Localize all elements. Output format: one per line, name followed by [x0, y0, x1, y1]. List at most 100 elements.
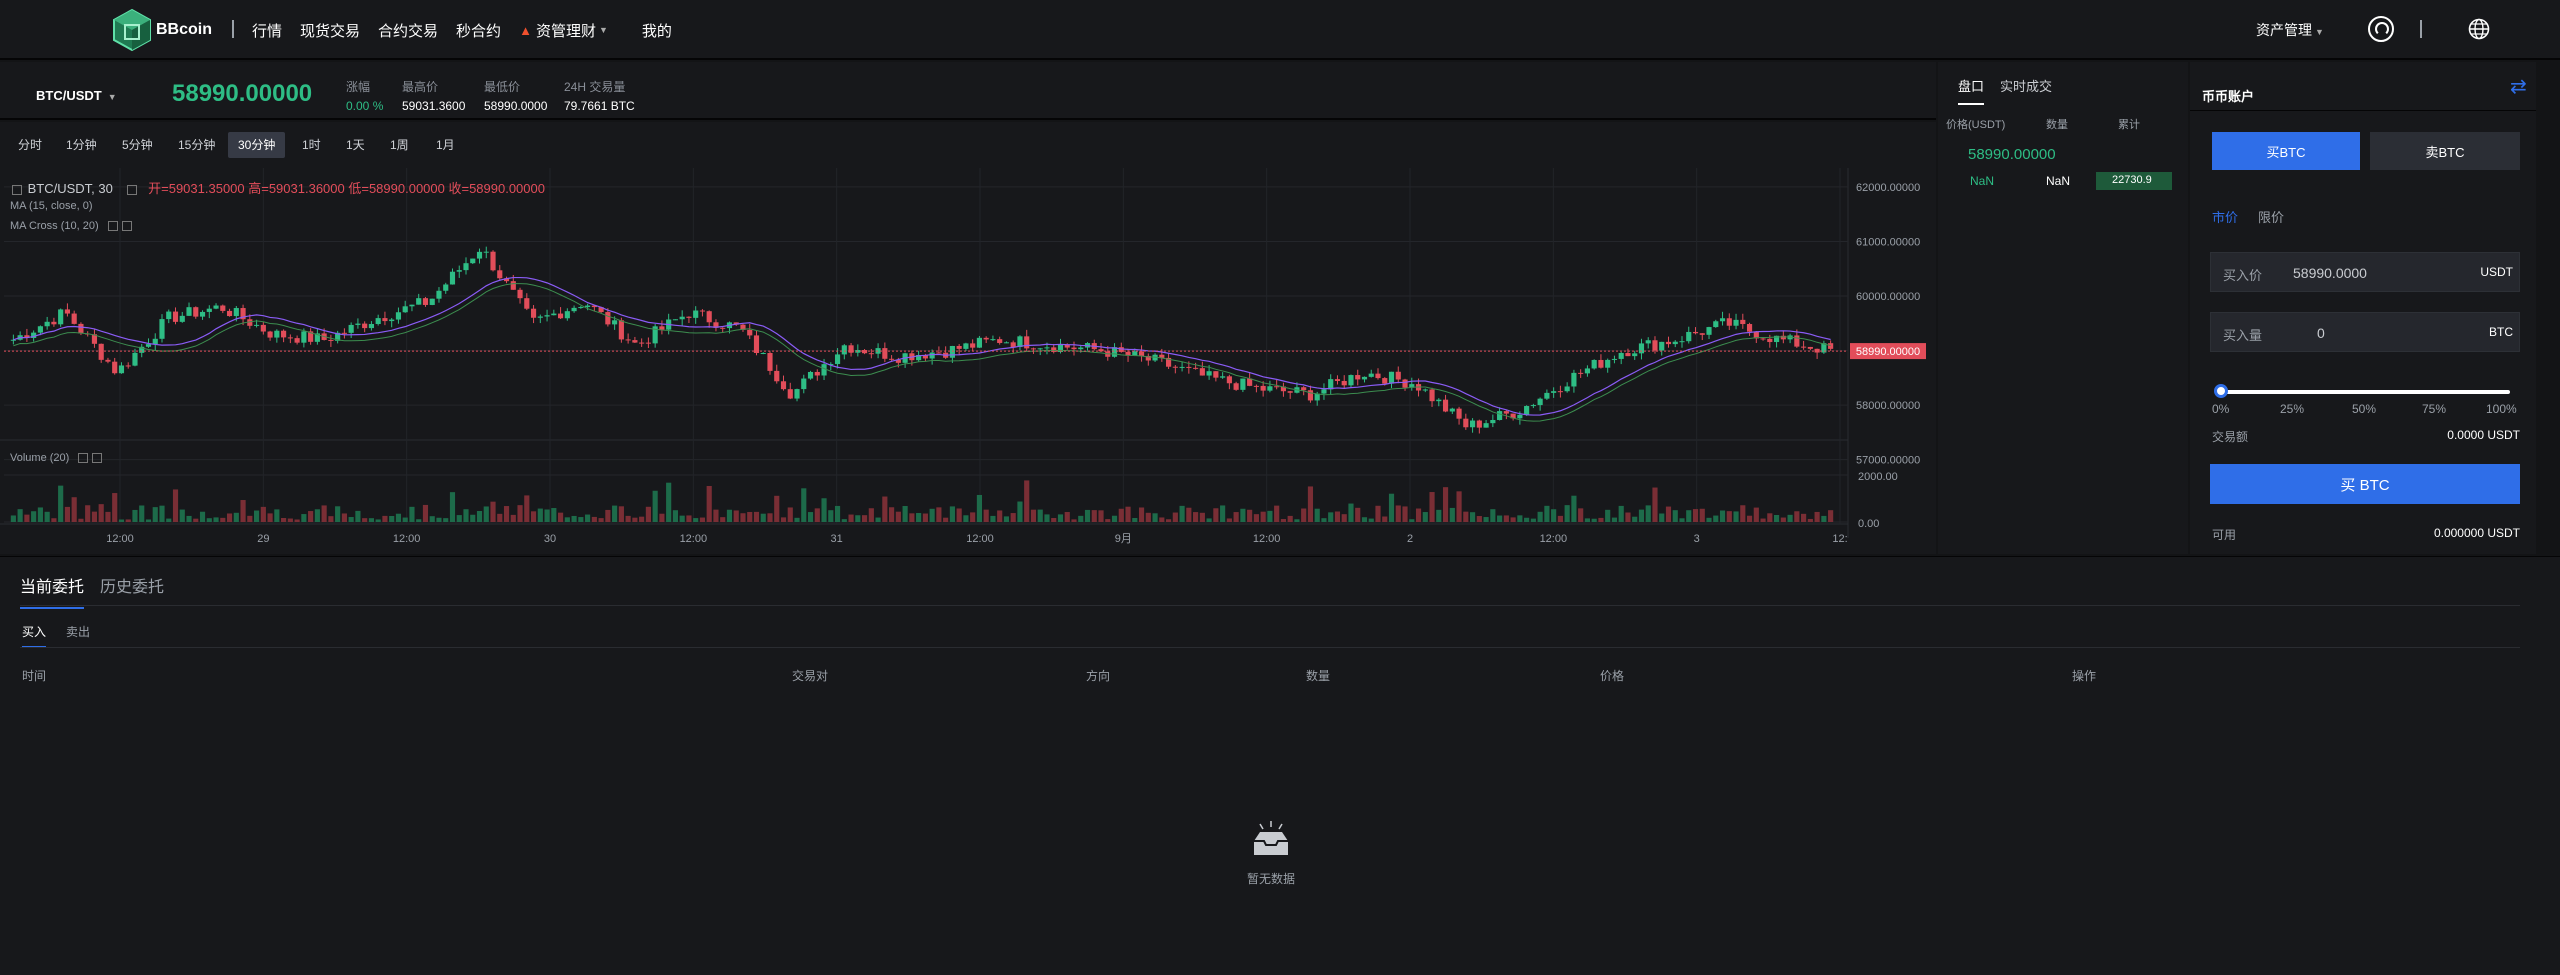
- slider-tick[interactable]: 75%: [2422, 402, 2447, 416]
- interval-tab[interactable]: 1分钟: [66, 138, 97, 152]
- volume-bar: [1003, 516, 1010, 522]
- volume-bar: [328, 516, 334, 522]
- candle: [1118, 347, 1124, 352]
- candle: [963, 343, 969, 349]
- candle: [1733, 319, 1739, 326]
- candle: [1625, 353, 1631, 357]
- chart-canvas[interactable]: 62000.0000061000.0000060000.0000059000.0…: [0, 168, 1936, 554]
- tab-sell-orders[interactable]: 卖出: [66, 625, 91, 639]
- logo[interactable]: BBcoin: [112, 8, 212, 52]
- asset-management-menu[interactable]: 资产管理 ▼: [2256, 20, 2324, 40]
- close-icon[interactable]: [121, 221, 132, 232]
- volume-bar: [436, 517, 442, 522]
- collapse-icon[interactable]: [12, 184, 22, 195]
- volume-bar: [1314, 508, 1320, 522]
- empty-inbox-icon: [1254, 821, 1288, 855]
- tab-buy-orders[interactable]: 买入: [22, 623, 47, 648]
- tab-recent-trades[interactable]: 实时成交: [2000, 79, 2053, 94]
- volume-bar: [1307, 486, 1314, 522]
- volume-bar: [1415, 508, 1422, 522]
- nav-spot-trading[interactable]: 现货交易: [300, 22, 361, 40]
- volume-bar: [909, 513, 915, 522]
- volume-bar: [112, 493, 118, 522]
- volume-bar: [125, 519, 131, 522]
- volume-bar: [1111, 515, 1118, 522]
- interval-tab-active[interactable]: 30分钟: [228, 132, 286, 158]
- candle: [693, 310, 699, 318]
- volume-bar: [1037, 509, 1043, 522]
- main-menu: 行情 现货交易 合约交易 秒合约 ▲ 资管理财 ▼ 我的: [252, 0, 690, 60]
- settings-icon[interactable]: [107, 221, 118, 232]
- volume-bar: [1125, 506, 1131, 522]
- price-chart[interactable]: 62000.0000061000.0000060000.0000059000.0…: [0, 168, 1936, 554]
- slider-tick[interactable]: 0%: [2212, 402, 2230, 416]
- candle: [483, 251, 489, 253]
- candle: [58, 309, 64, 325]
- buy-submit-button[interactable]: 买 BTC: [2210, 464, 2520, 504]
- chevron-down-icon: ▼: [598, 25, 608, 35]
- interval-tab[interactable]: 分时: [18, 138, 43, 152]
- candle: [936, 352, 942, 354]
- candle: [1206, 371, 1212, 376]
- quantity-input[interactable]: [2317, 319, 2477, 347]
- volume-bar: [416, 519, 422, 522]
- percent-slider-track[interactable]: [2220, 390, 2510, 394]
- sell-tab-button[interactable]: 卖BTC: [2370, 132, 2520, 170]
- tab-order-history[interactable]: 历史委托: [100, 579, 165, 596]
- candle: [328, 339, 334, 341]
- settings-icon[interactable]: [126, 184, 137, 195]
- interval-bar: 分时 1分钟 5分钟 15分钟 30分钟 1时 1天 1周 1月: [0, 122, 1936, 168]
- settings-icon[interactable]: [78, 453, 89, 464]
- candle: [733, 322, 739, 325]
- nav-wealth-management[interactable]: ▲ 资管理财 ▼: [519, 20, 608, 41]
- candle: [1193, 367, 1199, 369]
- tab-limit-order[interactable]: 限价: [2258, 210, 2285, 225]
- candle: [186, 307, 192, 316]
- interval-tab[interactable]: 1周: [390, 138, 409, 152]
- candle: [314, 333, 320, 342]
- candle: [544, 315, 550, 317]
- candle: [308, 331, 314, 342]
- globe-icon[interactable]: [2468, 18, 2490, 40]
- volume-bar: [544, 509, 550, 522]
- volume-bar: [1247, 509, 1253, 522]
- candle: [747, 329, 753, 336]
- user-icon[interactable]: [2368, 16, 2394, 42]
- interval-tab[interactable]: 1时: [302, 138, 321, 152]
- nav-market[interactable]: 行情: [252, 22, 283, 40]
- candle: [1301, 387, 1307, 391]
- tab-current-orders[interactable]: 当前委托: [20, 573, 85, 609]
- candle: [193, 307, 199, 317]
- nav-mine[interactable]: 我的: [641, 22, 672, 40]
- buy-tab-button[interactable]: 买BTC: [2212, 132, 2360, 170]
- candle: [1145, 355, 1151, 361]
- volume-bar: [1584, 518, 1590, 522]
- percent-slider-handle[interactable]: [2214, 384, 2228, 398]
- candle: [98, 343, 104, 360]
- price-input[interactable]: [2293, 259, 2453, 287]
- candle: [1652, 340, 1658, 351]
- volume-bar: [774, 495, 780, 522]
- slider-tick[interactable]: 100%: [2486, 402, 2517, 416]
- interval-tab[interactable]: 1天: [346, 138, 365, 152]
- nav-wealth-label: 资管理财: [535, 22, 596, 40]
- slider-tick[interactable]: 50%: [2352, 402, 2377, 416]
- nav-contract-trading[interactable]: 合约交易: [378, 22, 439, 40]
- swap-icon[interactable]: ⇄: [2510, 76, 2527, 98]
- interval-tab[interactable]: 1月: [436, 138, 455, 152]
- pair-selector[interactable]: BTC/USDT ▼: [36, 88, 117, 103]
- volume-bar: [1578, 508, 1584, 522]
- close-icon[interactable]: [92, 453, 103, 464]
- interval-tab[interactable]: 5分钟: [122, 138, 153, 152]
- tab-order-book[interactable]: 盘口: [1958, 76, 1985, 105]
- empty-state-text: 暂无数据: [1246, 872, 1295, 886]
- column-header-price: 价格: [1600, 669, 1625, 683]
- time-axis-tick: 12:00: [680, 533, 708, 545]
- interval-tab[interactable]: 15分钟: [178, 138, 216, 152]
- volume-bar: [1233, 512, 1239, 522]
- nav-second-contract[interactable]: 秒合约: [456, 22, 502, 40]
- tab-market-order[interactable]: 市价: [2212, 210, 2239, 225]
- slider-tick[interactable]: 25%: [2280, 402, 2305, 416]
- candle: [490, 251, 496, 271]
- volume-bar: [632, 517, 638, 522]
